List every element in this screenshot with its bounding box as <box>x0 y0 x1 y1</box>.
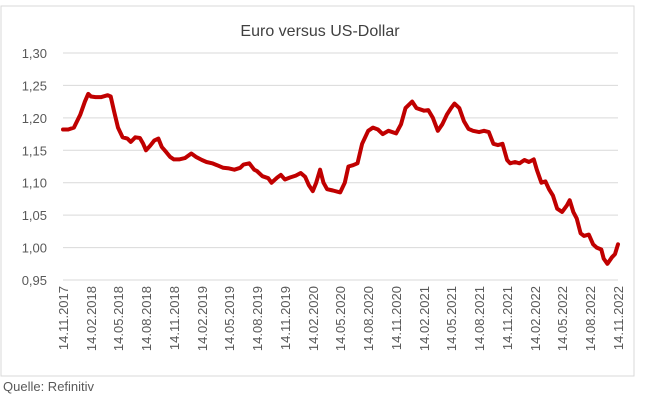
y-tick-label: 1,15 <box>22 143 47 158</box>
y-tick-label: 1,20 <box>22 111 47 126</box>
gridlines <box>63 52 618 249</box>
x-tick-label: 14.08.2022 <box>583 286 598 351</box>
y-tick-label: 0,95 <box>22 273 47 288</box>
x-tick-label: 14.05.2019 <box>222 286 237 351</box>
y-tick-label: 1,10 <box>22 176 47 191</box>
x-tick-label: 14.08.2018 <box>139 286 154 351</box>
chart-title: Euro versus US-Dollar <box>240 23 400 40</box>
x-tick-label: 14.11.2018 <box>167 286 182 350</box>
x-tick-label: 14.05.2021 <box>444 286 459 351</box>
y-tick-label: 1,30 <box>22 46 47 61</box>
x-tick-label: 14.02.2022 <box>528 286 543 351</box>
x-tick-label: 14.02.2021 <box>417 286 432 351</box>
x-axis-ticks: 14.11.2017 14.02.2018 14.05.2018 14.08.2018… <box>56 286 626 351</box>
y-tick-label: 1,25 <box>22 78 47 93</box>
y-tick-label: 1,00 <box>22 241 47 256</box>
x-tick-label: 14.02.2020 <box>306 286 321 351</box>
chart-border <box>0 5 635 377</box>
x-tick-label: 14.11.2022 <box>611 286 626 350</box>
series-line-eur-usd <box>61 91 620 266</box>
x-tick-label: 14.08.2021 <box>472 286 487 351</box>
source-note: Quelle: Refinitiv <box>3 379 95 394</box>
y-tick-label: 1,05 <box>22 208 47 223</box>
x-tick-label: 14.05.2022 <box>555 286 570 351</box>
x-tick-label: 14.11.2017 <box>56 286 71 350</box>
x-tick-label: 14.11.2019 <box>278 286 293 350</box>
x-tick-label: 14.11.2021 <box>500 286 515 350</box>
y-axis-ticks: 0,95 1,00 1,05 1,10 1,15 1,20 1,25 1,30 <box>22 46 47 288</box>
x-tick-label: 14.08.2019 <box>250 286 265 351</box>
x-tick-label: 14.02.2018 <box>84 286 99 351</box>
x-tick-label: 14.08.2020 <box>361 286 376 351</box>
x-tick-label: 14.11.2020 <box>389 286 404 350</box>
x-tick-label: 14.05.2020 <box>333 286 348 351</box>
x-tick-label: 14.05.2018 <box>111 286 126 351</box>
x-tick-label: 14.02.2019 <box>195 286 210 351</box>
